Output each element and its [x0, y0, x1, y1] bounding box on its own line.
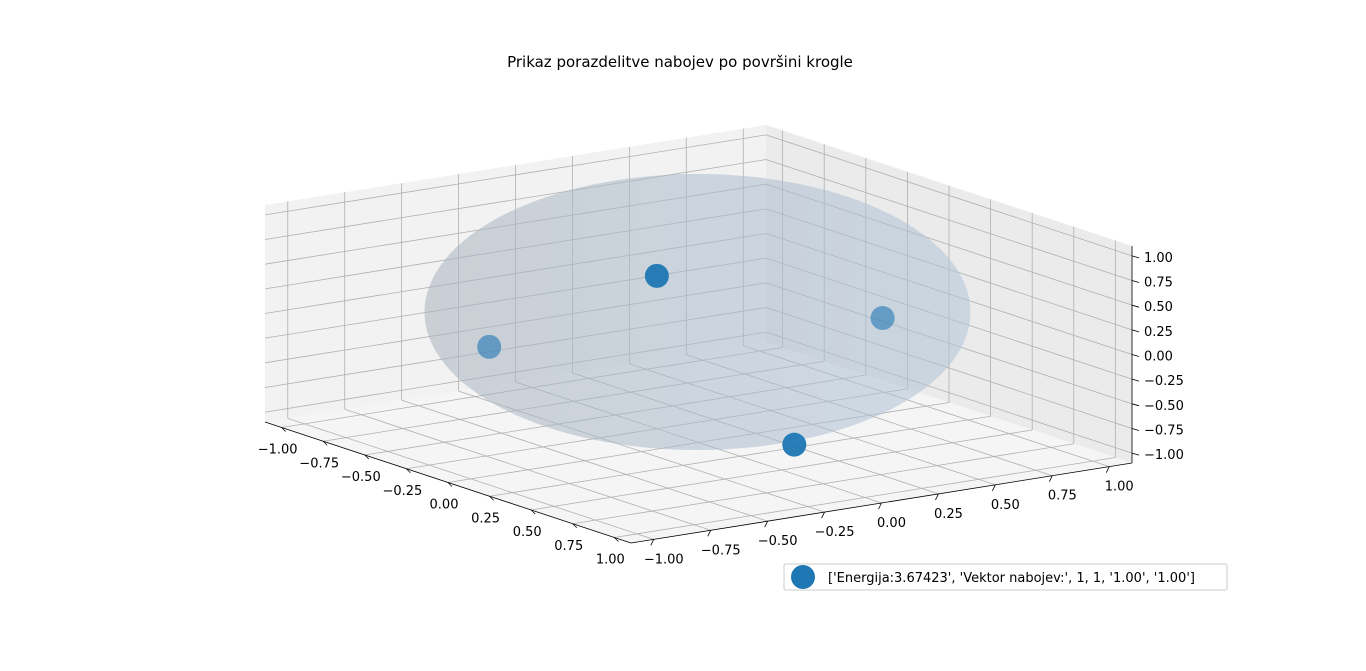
x-tick-label: −1.00 — [258, 443, 298, 458]
y-tick-label: 1.00 — [1105, 480, 1134, 495]
z-tick-mark — [1131, 329, 1140, 333]
x-tick-mark — [281, 427, 286, 432]
z-tick-label: 0.25 — [1144, 325, 1173, 340]
y-tick-mark — [707, 530, 712, 537]
z-tick-label: −0.50 — [1144, 399, 1184, 414]
charge-point — [782, 432, 807, 457]
y-tick-label: −0.25 — [815, 525, 855, 540]
legend: ['Energija:3.67423', 'Vektor nabojev:', … — [783, 563, 1228, 591]
y-tick-mark — [992, 484, 996, 491]
x-tick-mark — [447, 482, 453, 487]
z-tick-label: −0.75 — [1144, 423, 1184, 438]
x-tick-label: −0.75 — [299, 456, 339, 471]
charge-point — [644, 263, 669, 288]
y-tick-mark — [650, 539, 655, 546]
grid-line-z-left — [264, 159, 767, 240]
chart-title: Prikaz porazdelitve nabojev po površini … — [507, 53, 853, 71]
z-tick-mark — [1131, 354, 1140, 357]
x-tick-label: 0.75 — [554, 539, 583, 554]
z-tick-mark — [1131, 378, 1140, 382]
grid-line-x-floor — [614, 457, 1116, 538]
x-tick-mark — [406, 468, 411, 474]
charge-point — [870, 306, 895, 331]
x-tick-label: 0.50 — [513, 525, 542, 540]
y-tick-mark — [1048, 475, 1053, 482]
grid-line-z-left — [264, 134, 767, 216]
y-tick-label: 0.75 — [1048, 489, 1077, 504]
x-tick-mark — [614, 537, 619, 542]
y-tick-label: 0.00 — [877, 516, 906, 531]
y-tick-label: 0.25 — [934, 507, 963, 522]
grid-line-z-right — [765, 159, 1133, 281]
grid-line-x-floor — [489, 415, 991, 497]
x-tick-mark — [530, 509, 536, 515]
grid-line-z-right — [765, 134, 1133, 257]
grid-line-x-floor — [572, 443, 1074, 525]
z-tick-label: 0.75 — [1144, 276, 1173, 291]
legend-label: ['Energija:3.67423', 'Vektor nabojev:', … — [828, 571, 1195, 586]
z-tick-mark — [1131, 255, 1140, 259]
z-tick-label: 0.00 — [1144, 350, 1173, 365]
x-tick-mark — [489, 495, 494, 501]
z-tick-label: −0.25 — [1144, 374, 1184, 389]
z-tick-label: 0.50 — [1144, 300, 1173, 315]
data-points — [477, 263, 895, 457]
x-tick-label: 1.00 — [596, 553, 625, 568]
z-tick-mark — [1131, 304, 1140, 308]
y-tick-mark — [764, 521, 768, 528]
y-tick-mark — [821, 511, 825, 519]
y-tick-label: −0.75 — [701, 543, 741, 558]
z-tick-mark — [1131, 280, 1140, 283]
charge-point — [477, 334, 502, 359]
x-tick-mark — [572, 523, 578, 529]
z-tick-mark — [1131, 428, 1140, 431]
sphere-layer — [424, 174, 971, 450]
x-tick-mark — [322, 440, 328, 446]
y-tick-label: −0.50 — [758, 534, 798, 549]
axis-lines — [264, 246, 1140, 546]
z-tick-mark — [1131, 452, 1140, 456]
x-tick-label: −0.50 — [341, 470, 381, 485]
y-tick-mark — [935, 493, 939, 501]
legend-box — [783, 563, 1228, 591]
z-tick-label: −1.00 — [1144, 448, 1184, 463]
grid-line-x-floor — [531, 429, 1033, 511]
legend-marker — [791, 565, 815, 589]
y-tick-mark — [878, 502, 882, 510]
x-tick-label: −0.25 — [382, 484, 422, 499]
tick-labels: −1.00−1.00−1.00−0.75−0.75−0.75−0.50−0.50… — [258, 251, 1184, 568]
y-tick-label: −1.00 — [644, 552, 684, 567]
z-tick-label: 1.00 — [1144, 251, 1173, 266]
z-tick-mark — [1131, 403, 1140, 407]
x-tick-mark — [364, 454, 370, 460]
y-tick-mark — [1105, 466, 1110, 473]
sphere-surface — [424, 174, 971, 450]
x-tick-label: 0.25 — [471, 511, 500, 526]
y-tick-label: 0.50 — [991, 498, 1020, 513]
x-tick-label: 0.00 — [430, 498, 459, 513]
